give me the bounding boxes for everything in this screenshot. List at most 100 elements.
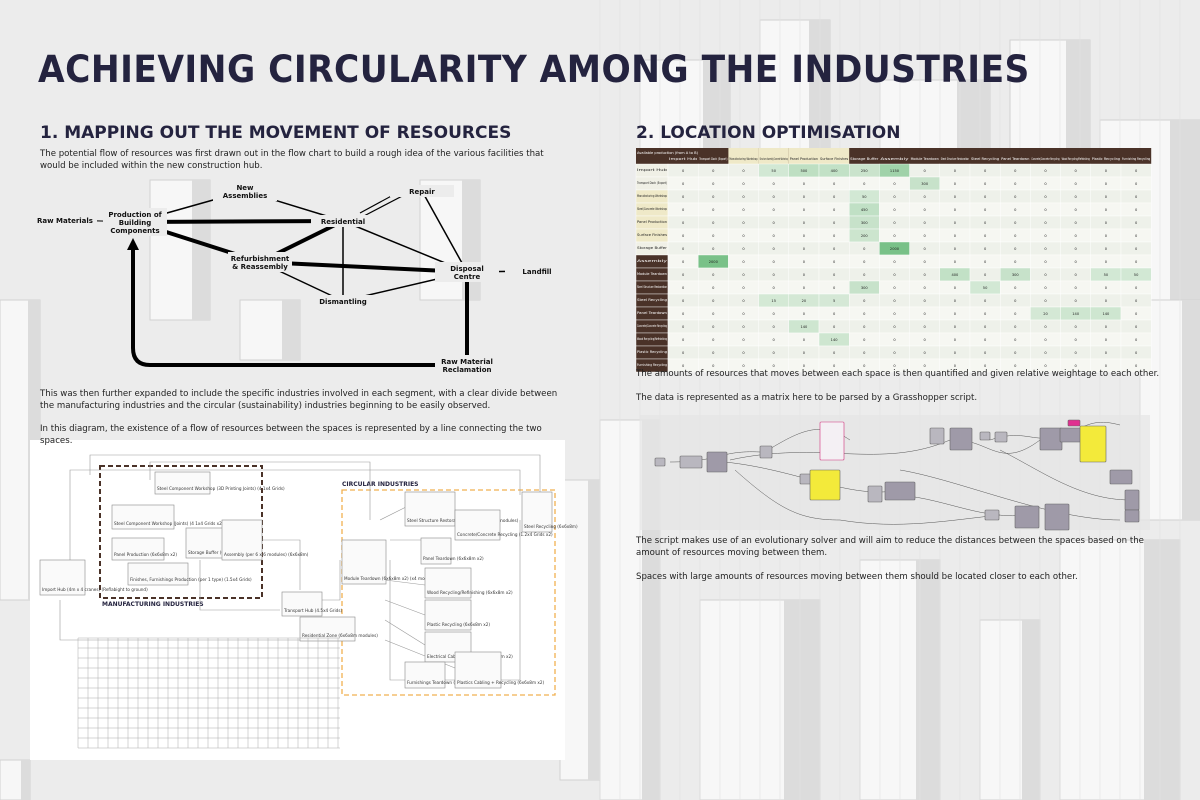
matrix-value: 0 (893, 364, 896, 368)
script-component (984, 509, 1000, 521)
script-component (949, 427, 973, 451)
connection-line (89, 454, 541, 495)
matrix-value: 20 (1043, 312, 1048, 316)
flow-node-bg (311, 295, 375, 307)
matrix-value: 0 (1135, 364, 1138, 368)
bg-block-shade (1182, 300, 1200, 520)
matrix-value: 400 (831, 169, 839, 173)
matrix-value: 400 (951, 273, 959, 277)
matrix-value: 0 (773, 312, 776, 316)
matrix-value: 0 (1014, 247, 1017, 251)
matrix-value: 0 (924, 221, 927, 225)
matrix-value: 0 (1075, 351, 1078, 355)
matrix-value: 0 (1135, 312, 1138, 316)
matrix-value: 0 (682, 286, 685, 290)
matrix-value: 0 (833, 364, 836, 368)
matrix-value: 0 (833, 286, 836, 290)
matrix-value: 0 (773, 325, 776, 329)
matrix-value: 0 (1075, 299, 1078, 303)
matrix-value: 0 (924, 312, 927, 316)
matrix-value: 0 (833, 221, 836, 225)
script-wire (839, 514, 1001, 525)
matrix-value: 0 (1075, 286, 1078, 290)
matrix-row-label: Steel Recycling (637, 298, 667, 302)
matrix-value: 0 (954, 195, 957, 199)
matrix-value: 0 (833, 351, 836, 355)
connection-line (384, 579, 426, 586)
flow-node-label: Dismantling (319, 298, 367, 306)
matrix-value: 200 (861, 234, 869, 238)
flow-node-label: Landfill (522, 268, 551, 276)
matrix-value: 0 (984, 247, 987, 251)
matrix-value: 0 (1044, 325, 1047, 329)
flow-node-label: Production of Building Components (108, 211, 162, 235)
matrix-value: 0 (833, 234, 836, 238)
matrix-column-label: Steel Recycling (971, 157, 999, 161)
flowchart: Raw Materials Production of Building Compon… (33, 181, 569, 375)
space-box (39, 559, 86, 596)
matrix-value: 0 (893, 182, 896, 186)
matrix-value: 0 (1044, 234, 1047, 238)
paragraph: The data is represented as a matrix here… (636, 393, 978, 403)
script-component (1039, 427, 1063, 451)
matrix-value: 0 (1014, 195, 1017, 199)
matrix-value: 0 (1044, 273, 1047, 277)
flow-arrow (127, 238, 139, 250)
matrix-value: 0 (984, 169, 987, 173)
matrix-value: 0 (682, 364, 685, 368)
paragraph: The amounts of resources that moves betw… (636, 369, 1160, 379)
matrix-row-label: Storage Buffer (637, 246, 668, 250)
matrix-value: 0 (863, 247, 866, 251)
matrix-value: 500 (800, 169, 808, 173)
bg-block-shade (784, 600, 820, 800)
bg-block-shade (282, 300, 300, 360)
matrix-column-label: Assembly (880, 157, 910, 161)
script-component (1059, 427, 1083, 443)
matrix-value: 300 (921, 182, 929, 186)
matrix-value: 0 (742, 364, 745, 368)
script-component (867, 485, 883, 503)
matrix-value: 0 (954, 247, 957, 251)
matrix-row-label: Concrete/Concrete Recycling (637, 324, 667, 328)
matrix-value: 0 (712, 286, 715, 290)
matrix-value: 50 (862, 195, 867, 199)
matrix-value: 0 (1014, 338, 1017, 342)
matrix-value: 0 (1075, 182, 1078, 186)
matrix-value: 0 (863, 299, 866, 303)
script-component (706, 451, 728, 473)
matrix-value: 0 (833, 325, 836, 329)
matrix-value: 0 (1014, 299, 1017, 303)
matrix-value: 0 (712, 208, 715, 212)
space-label: Storage Buffer (6x6x8m) (188, 550, 240, 555)
flow-edge (259, 260, 468, 274)
script-component (1124, 509, 1140, 523)
connection-line (59, 600, 300, 641)
matrix-value: 0 (954, 286, 957, 290)
matrix-row-label: Steel Structure Restoration (637, 285, 667, 289)
script-component (679, 455, 703, 469)
matrix-value: 0 (924, 338, 927, 342)
space-box (404, 491, 456, 527)
matrix-value: 0 (742, 247, 745, 251)
flow-node-label: Raw Material Reclamation (441, 358, 493, 374)
matrix-value: 0 (712, 169, 715, 173)
matrix-value: 0 (1135, 169, 1138, 173)
script-wire (899, 469, 1121, 521)
matrix-value: 0 (1044, 195, 1047, 199)
matrix-value: 0 (863, 273, 866, 277)
matrix-value: 0 (682, 299, 685, 303)
matrix-value: 0 (712, 338, 715, 342)
zone-label: CIRCULAR INDUSTRIES (342, 481, 419, 488)
matrix-value: 0 (984, 364, 987, 368)
script-component (979, 431, 991, 441)
matrix-value: 0 (1014, 169, 1017, 173)
matrix-row-label: Furnishing Recycling (637, 363, 667, 367)
space-box (424, 567, 472, 599)
matrix-value: 0 (773, 182, 776, 186)
matrix-value: 0 (803, 208, 806, 212)
space-label: Furnishings Teardown (6x6x8m) (407, 680, 474, 685)
zone-label: MANUFACTURING INDUSTRIES (102, 601, 204, 608)
matrix-value: 0 (1075, 338, 1078, 342)
flow-node-label: Refurbishment & Reassembly (231, 255, 290, 271)
matrix-value: 0 (773, 234, 776, 238)
